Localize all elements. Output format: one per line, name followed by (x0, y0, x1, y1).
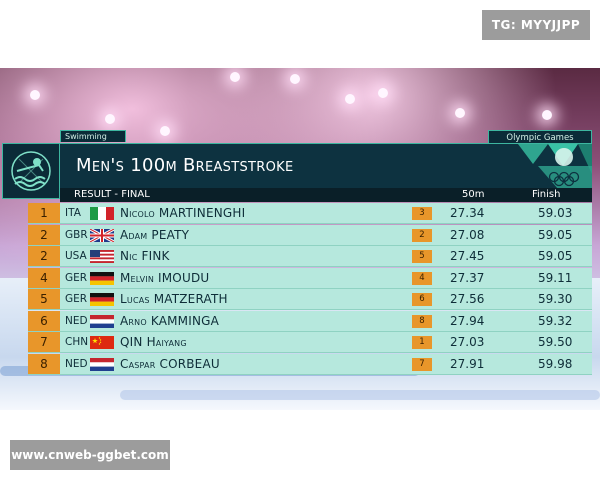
arena-light (30, 90, 40, 100)
split-time: 27.03 (450, 335, 485, 349)
result-row: 1 ITA Nicolo MARTINENGHI 3 27.34 59.03 (28, 203, 592, 224)
arena-light (345, 94, 355, 104)
athlete-name: Lucas MATZERATH (120, 292, 228, 306)
split-time: 27.34 (450, 206, 485, 220)
athlete-name: Nic FINK (120, 249, 170, 263)
split-time: 27.56 (450, 292, 485, 306)
rank-badge: 2 (28, 246, 60, 266)
lane-badge: 6 (412, 293, 432, 306)
arena-light (290, 74, 300, 84)
lane-badge: 3 (412, 207, 432, 220)
finish-time: 59.03 (538, 206, 573, 220)
rank-badge: 5 (28, 289, 60, 309)
split-time: 27.45 (450, 249, 485, 263)
nation-code: USA (65, 250, 87, 262)
nation-code: ITA (65, 207, 81, 219)
arena-light (378, 88, 388, 98)
rank-badge: 7 (28, 332, 60, 352)
netherlands-flag-icon (90, 357, 114, 371)
arena-light (160, 126, 170, 136)
athlete-name: Caspar CORBEAU (120, 356, 220, 371)
result-row: 2 GBR Adam PEATY 2 27.08 59.05 (28, 224, 592, 246)
arena-light (542, 110, 552, 120)
split-time: 27.08 (450, 227, 485, 242)
telegram-watermark: TG: MYYJJPP (482, 10, 590, 40)
lane-badge: 8 (412, 314, 432, 328)
lane-badge: 7 (412, 357, 432, 371)
uk-flag-icon (90, 228, 114, 242)
lane-badge: 4 (412, 271, 432, 285)
finish-time: 59.98 (538, 356, 573, 371)
rank-badge: 6 (28, 310, 60, 331)
finish-time: 59.32 (538, 313, 573, 328)
rank-badge: 4 (28, 267, 60, 288)
arena-light (230, 72, 240, 82)
netherlands-flag-icon (90, 314, 114, 328)
website-watermark: www.cnweb-ggbet.com (10, 440, 170, 470)
lane-badge: 1 (412, 336, 432, 349)
broadcast-frame: Swimming Olympic Games Men's 100m Breast… (0, 68, 600, 410)
finish-time: 59.05 (538, 249, 573, 263)
nation-code: GER (65, 293, 88, 305)
split-time: 27.37 (450, 270, 485, 285)
sport-tag: Swimming (60, 130, 126, 142)
athlete-name: QIN Haiyang (120, 335, 187, 349)
result-row: 7 CHN QIN Haiyang 1 27.03 59.50 (28, 332, 592, 353)
result-row: 6 NED Arno KAMMINGA 8 27.94 59.32 (28, 310, 592, 332)
results-header: RESULT - FINAL 50m Finish (60, 188, 592, 202)
result-row: 5 GER Lucas MATZERATH 6 27.56 59.30 (28, 289, 592, 310)
nation-code: NED (65, 357, 88, 370)
usa-flag-icon (90, 250, 114, 263)
finish-time: 59.50 (538, 335, 573, 349)
china-flag-icon (90, 336, 114, 349)
finish-time: 59.11 (538, 270, 573, 285)
arena-light (105, 114, 115, 124)
rank-badge: 8 (28, 353, 60, 374)
rank-badge: 1 (28, 203, 60, 223)
nation-code: CHN (65, 336, 89, 348)
nation-code: GBR (65, 228, 88, 241)
split-column-header: 50m (462, 189, 485, 200)
games-tag: Olympic Games (488, 130, 592, 144)
germany-flag-icon (90, 293, 114, 306)
swimming-pictogram-icon (2, 143, 60, 199)
athlete-name: Melvin IMOUDU (120, 270, 210, 285)
result-row: 2 USA Nic FINK 5 27.45 59.05 (28, 246, 592, 267)
athlete-name: Adam PEATY (120, 227, 190, 242)
split-time: 27.94 (450, 313, 485, 328)
result-final-label: RESULT - FINAL (74, 189, 150, 200)
results-table: 1 ITA Nicolo MARTINENGHI 3 27.34 59.03 2… (28, 203, 592, 375)
nation-code: NED (65, 314, 88, 327)
event-title: Men's 100m Breaststroke (76, 155, 294, 176)
italy-flag-icon (90, 207, 114, 220)
olympic-rings-icon (518, 144, 592, 189)
event-title-bar: Men's 100m Breaststroke (60, 143, 592, 189)
finish-time: 59.05 (538, 227, 573, 242)
arena-light (455, 108, 465, 118)
lane-rope (120, 390, 600, 400)
athlete-name: Nicolo MARTINENGHI (120, 206, 246, 220)
germany-flag-icon (90, 271, 114, 285)
lane-badge: 5 (412, 250, 432, 263)
finish-column-header: Finish (532, 189, 561, 200)
finish-time: 59.30 (538, 292, 573, 306)
nation-code: GER (65, 271, 88, 284)
rank-badge: 2 (28, 224, 60, 245)
result-row: 8 NED Caspar CORBEAU 7 27.91 59.98 (28, 353, 592, 375)
split-time: 27.91 (450, 356, 485, 371)
result-row: 4 GER Melvin IMOUDU 4 27.37 59.11 (28, 267, 592, 289)
athlete-name: Arno KAMMINGA (120, 313, 220, 328)
lane-badge: 2 (412, 228, 432, 242)
